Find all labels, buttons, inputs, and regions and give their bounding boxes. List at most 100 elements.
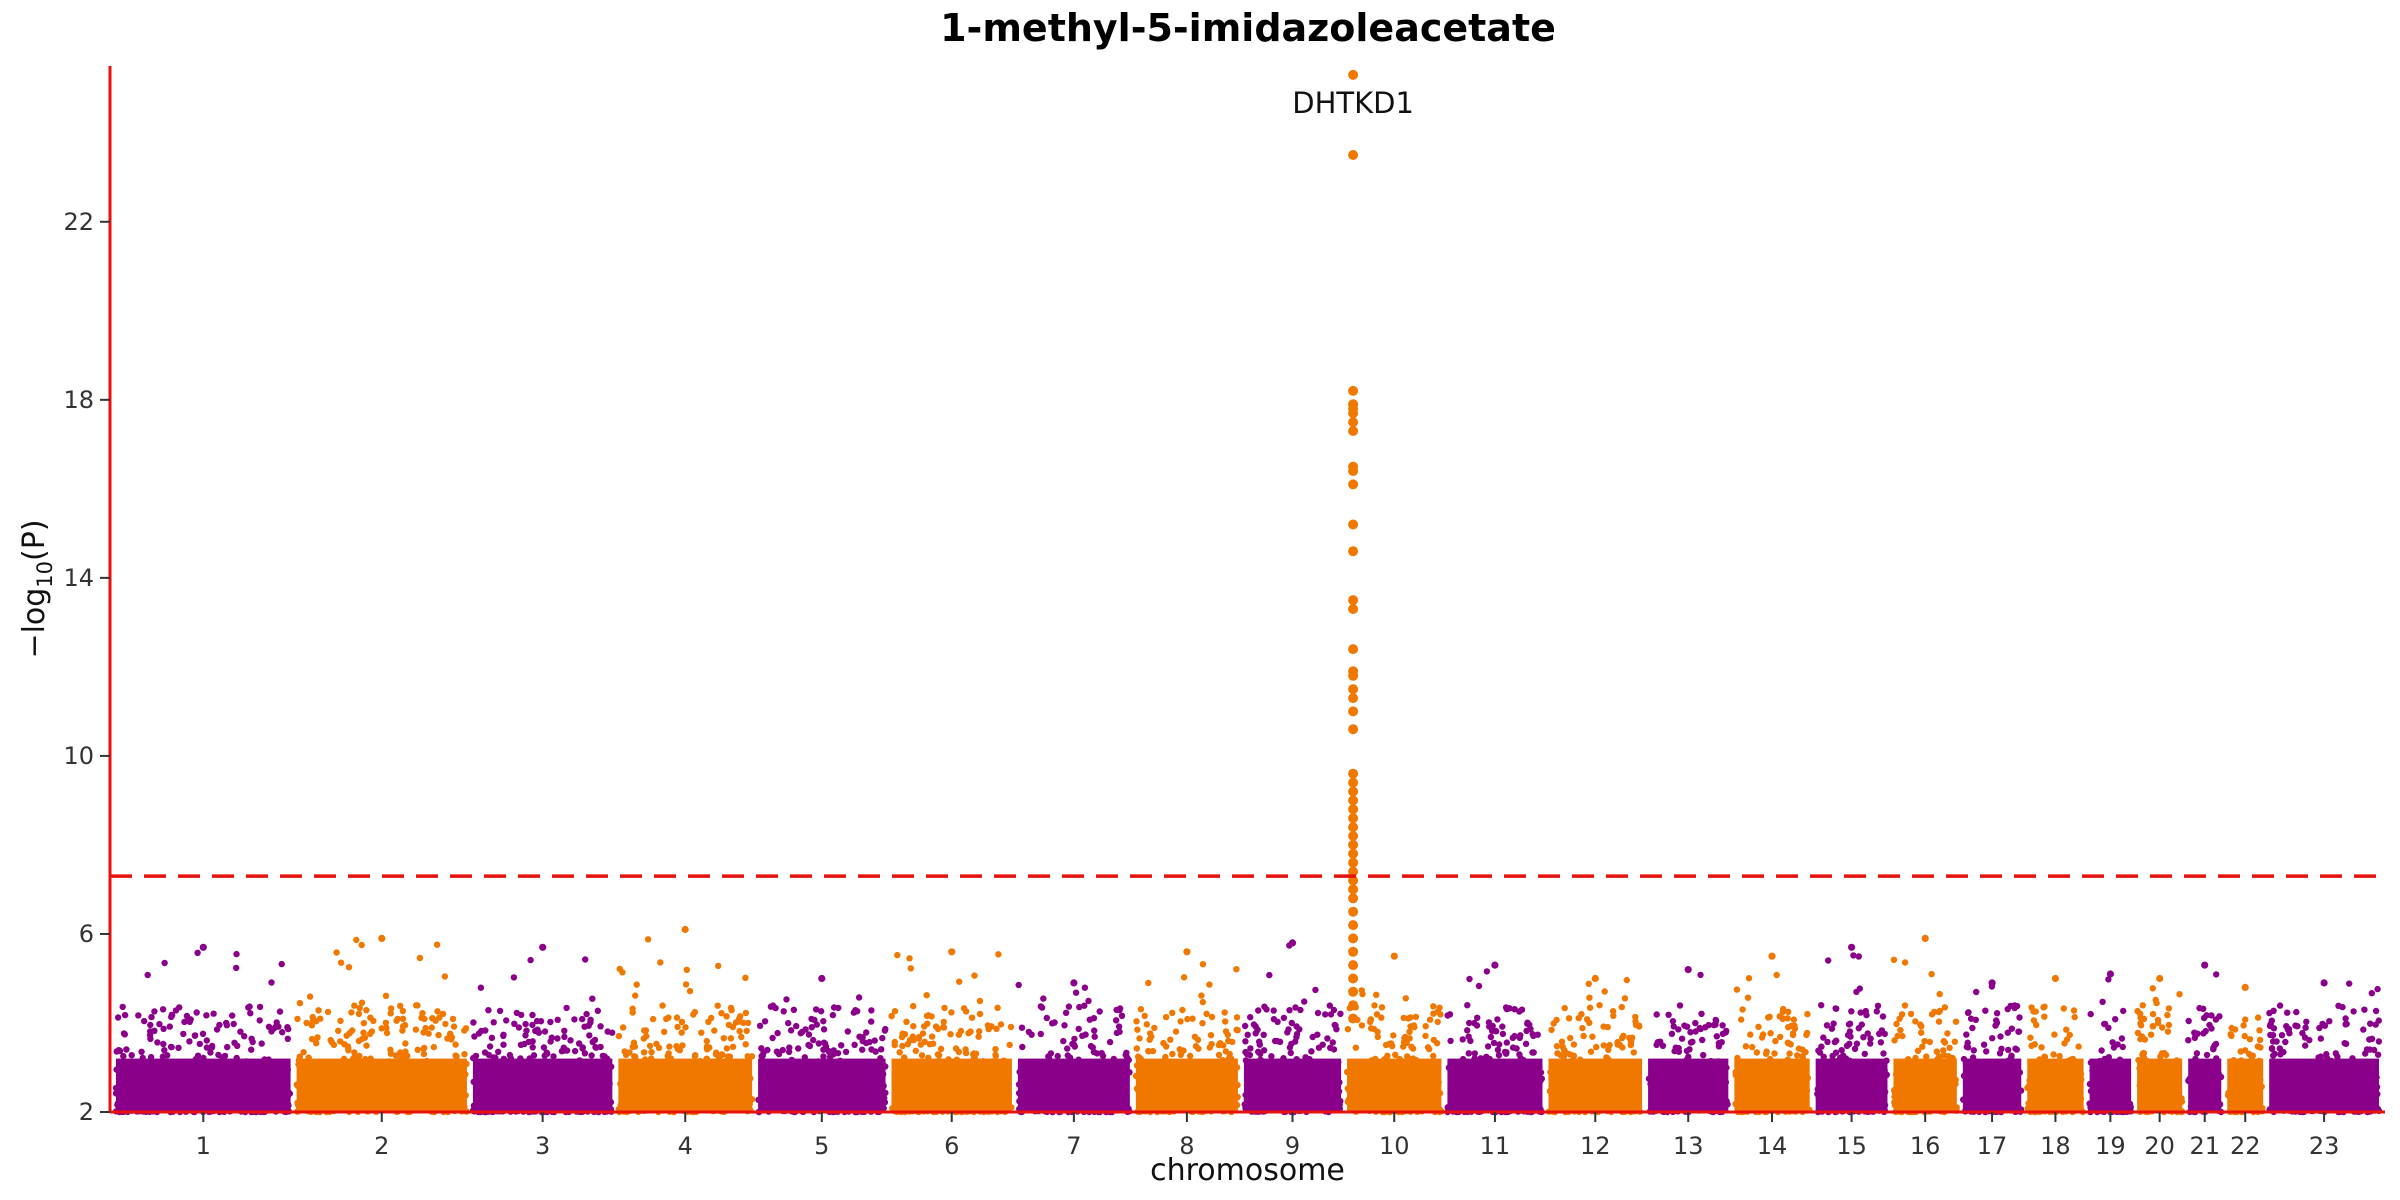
snp-point (1060, 1037, 1067, 1045)
snp-point (1673, 1044, 1680, 1052)
snp-point (718, 1051, 725, 1058)
snp-point (619, 1024, 627, 1031)
snp-point (1513, 1045, 1520, 1052)
snp-point (148, 1013, 155, 1021)
snp-point (2211, 1042, 2218, 1049)
snp-point (1276, 1038, 1284, 1046)
snp-point (363, 1007, 370, 1014)
snp-point (910, 1002, 917, 1010)
snp-point (1434, 1018, 1441, 1026)
snp-point (442, 1020, 449, 1028)
snp-point (1585, 980, 1593, 987)
snp-point (621, 1048, 628, 1055)
snp-point (1570, 1041, 1578, 1048)
snp-point (1322, 1011, 1329, 1018)
snp-point (1791, 1025, 1799, 1032)
snp-point (649, 1015, 657, 1023)
snp-point (2051, 1031, 2058, 1038)
snp-point (208, 1042, 216, 1050)
snp-point (1422, 1032, 1429, 1040)
snp-point (1221, 1009, 1228, 1016)
snp-point (2015, 1028, 2022, 1035)
snp-point (475, 1030, 483, 1037)
snp-point (1040, 995, 1047, 1002)
snp-point (678, 1018, 686, 1026)
snp-point (1222, 1028, 1230, 1035)
x-tick-label: 3 (535, 1132, 550, 1160)
snp-point (1206, 1044, 1214, 1051)
chromosome-2-points (293, 934, 470, 1116)
density-band (1962, 1058, 2022, 1112)
snp-point (811, 1016, 818, 1024)
snp-point (1820, 1034, 1827, 1041)
snp-point (727, 1035, 735, 1042)
snp-point (1524, 1020, 1531, 1027)
snp-point (360, 1019, 368, 1027)
snp-point (579, 1044, 586, 1051)
snp-point (2368, 990, 2375, 997)
snp-point (703, 1037, 710, 1045)
snp-point (863, 1029, 870, 1036)
snp-point (2293, 1008, 2300, 1016)
snp-point (147, 1021, 154, 1029)
snp-point (1553, 1043, 1561, 1050)
snp-point (1234, 1027, 1241, 1034)
snp-point (1301, 998, 1308, 1005)
snp-point (114, 1014, 122, 1021)
snp-point (2164, 1028, 2172, 1035)
snp-point (1873, 1008, 1881, 1015)
snp-point (1447, 1037, 1454, 1045)
snp-point (2153, 999, 2160, 1007)
snp-point (2087, 1010, 2094, 1018)
x-tick-label: 15 (1836, 1132, 1867, 1160)
snp-point (180, 1030, 187, 1038)
snp-point (161, 1047, 168, 1054)
snp-point (471, 1033, 478, 1040)
x-tick-label: 1 (196, 1132, 211, 1160)
snp-point (1284, 1029, 1291, 1036)
snp-point (387, 1005, 395, 1012)
locus-snp-point (1348, 408, 1359, 419)
snp-point (1696, 1024, 1703, 1032)
snp-point (1106, 1038, 1114, 1046)
chromosome-21-points (2185, 961, 2225, 1116)
chart-title: 1-methyl-5-imidazoleacetate (940, 6, 1556, 50)
snp-point (1043, 1014, 1051, 1022)
snp-point (1337, 1010, 1344, 1017)
chromosome-6-points (888, 948, 1015, 1116)
snp-point (378, 1025, 385, 1032)
snp-point (899, 1030, 906, 1037)
snp-point (308, 1035, 316, 1043)
snp-point (995, 951, 1002, 958)
snp-point (1738, 1016, 1745, 1023)
snp-point (363, 1042, 370, 1049)
snp-point (2339, 1003, 2346, 1011)
snp-point (1256, 1041, 1264, 1048)
snp-point (975, 1033, 982, 1040)
snp-point (723, 1013, 730, 1020)
snp-point (1400, 1014, 1407, 1022)
locus-snp-point (1348, 777, 1359, 788)
highlight-locus-points (1348, 69, 1359, 1024)
snp-point (306, 993, 314, 1000)
chromosome-9-points (1241, 939, 1344, 1116)
snp-point (2030, 1008, 2037, 1015)
snp-point (2317, 1035, 2324, 1042)
snp-point (1586, 1019, 1593, 1026)
snp-point (1636, 1023, 1643, 1030)
snp-point (470, 1019, 477, 1026)
snp-point (1803, 1031, 1810, 1039)
chromosome-9-peak-point (1288, 939, 1297, 947)
snp-point (1015, 981, 1022, 989)
snp-point (729, 1023, 737, 1031)
snp-point (1951, 1038, 1959, 1045)
snp-point (401, 1021, 409, 1029)
snp-point (1529, 1049, 1536, 1056)
snp-point (1081, 984, 1089, 991)
snp-point (1220, 1042, 1227, 1049)
snp-point (742, 1041, 749, 1048)
snp-point (1241, 1022, 1249, 1030)
snp-point (123, 1046, 130, 1053)
snp-point (1838, 1047, 1845, 1054)
snp-point (176, 1004, 183, 1011)
